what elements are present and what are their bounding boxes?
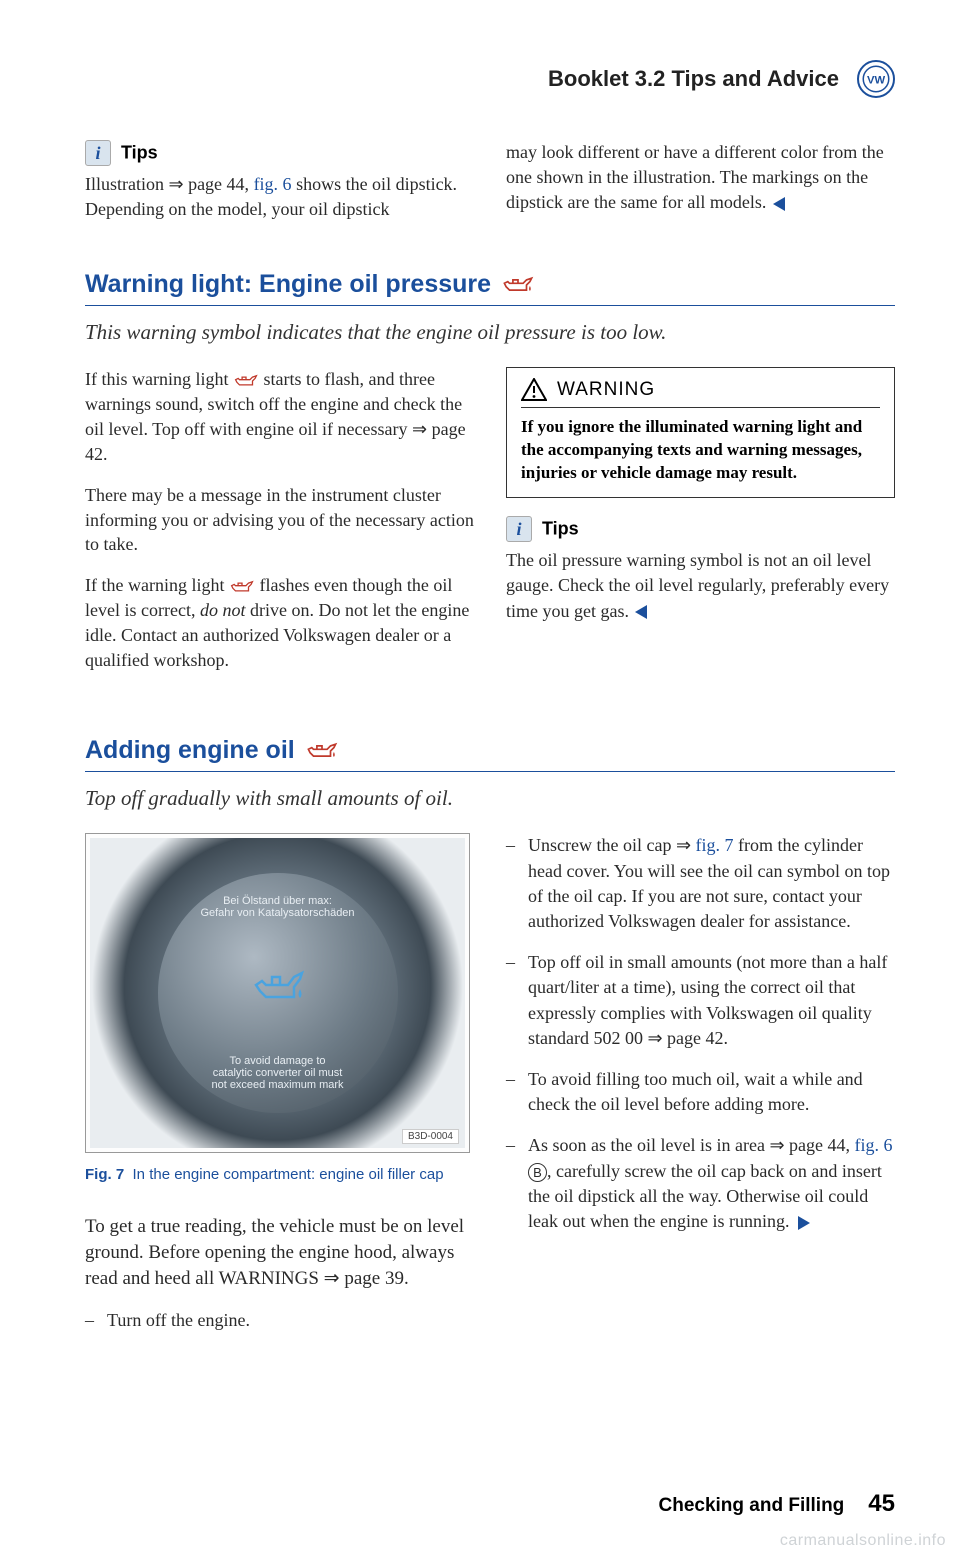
section1-subtitle: This warning symbol indicates that the e… — [85, 320, 895, 345]
figure-7-image: Bei Ölstand über max: Gefahr von Katalys… — [90, 838, 465, 1148]
svg-text:VW: VW — [867, 75, 886, 87]
section2-subtitle: Top off gradually with small amounts of … — [85, 786, 895, 811]
s2-r2: – Top off oil in small amounts (not more… — [506, 950, 895, 1051]
vw-logo-icon: VW — [857, 60, 895, 98]
section1-body: If this warning light starts to flash, a… — [85, 367, 895, 688]
booklet-title: Booklet 3.2 Tips and Advice — [548, 66, 839, 92]
s2-r4: – As soon as the oil level is in area ⇒ … — [506, 1133, 895, 1234]
s2-r3: – To avoid filling too much oil, wait a … — [506, 1067, 895, 1117]
warning-header: WARNING — [521, 378, 880, 408]
section-heading-adding-oil: Adding engine oil — [85, 736, 895, 772]
page-header: Booklet 3.2 Tips and Advice VW — [85, 60, 895, 98]
oil-can-icon — [250, 967, 306, 1007]
end-triangle-icon — [773, 197, 785, 211]
warning-title: WARNING — [557, 379, 655, 401]
fig6-link-2[interactable]: fig. 6 — [855, 1135, 893, 1155]
circled-b-icon: B — [528, 1163, 547, 1182]
tips-left-text: Illustration ⇒ page 44, fig. 6 shows the… — [85, 172, 474, 222]
s1-p2: There may be a message in the instrument… — [85, 483, 474, 557]
warning-box: WARNING If you ignore the illuminated wa… — [506, 367, 895, 498]
s1-p1: If this warning light starts to flash, a… — [85, 367, 474, 466]
oil-can-icon — [229, 579, 255, 595]
tips2-body: The oil pressure warning symbol is not a… — [506, 548, 895, 624]
s2-r1: – Unscrew the oil cap ⇒ fig. 7 from the … — [506, 833, 895, 934]
figure-7-caption: Fig. 7 In the engine compartment: engine… — [85, 1165, 470, 1185]
info-icon: i — [85, 140, 111, 166]
section-heading-warning-light: Warning light: Engine oil pressure — [85, 270, 895, 306]
tips-label: Tips — [542, 519, 579, 539]
tips-heading-row: i Tips — [85, 140, 474, 166]
tips-heading-row-2: i Tips — [506, 516, 895, 542]
tips-block-top: i Tips Illustration ⇒ page 44, fig. 6 sh… — [85, 140, 895, 222]
s2-left-p1: To get a true reading, the vehicle must … — [85, 1214, 474, 1293]
s2-left-bullet1: – Turn off the engine. — [85, 1308, 474, 1333]
footer-section-name: Checking and Filling — [659, 1495, 845, 1517]
oil-can-icon — [501, 274, 535, 296]
watermark-text: carmanualsonline.info — [780, 1532, 946, 1550]
cap-text-bottom: To avoid damage to catalytic converter o… — [211, 1055, 343, 1091]
footer-page-number: 45 — [868, 1490, 895, 1518]
fig7-link[interactable]: fig. 7 — [696, 835, 734, 855]
warning-body: If you ignore the illuminated warning li… — [521, 416, 880, 485]
oil-cap-graphic: Bei Ölstand über max: Gefahr von Katalys… — [158, 873, 398, 1113]
oil-can-icon — [305, 740, 339, 762]
fig6-link[interactable]: fig. 6 — [254, 174, 292, 194]
s1-p3: If the warning light flashes even though… — [85, 573, 474, 672]
info-icon: i — [506, 516, 532, 542]
cap-text-top: Bei Ölstand über max: Gefahr von Katalys… — [200, 895, 354, 919]
figure-code: B3D-0004 — [402, 1129, 459, 1144]
section2-body: Bei Ölstand über max: Gefahr von Katalys… — [85, 833, 895, 1349]
tips-right-text: may look different or have a different c… — [506, 140, 895, 216]
end-triangle-icon — [635, 605, 647, 619]
oil-can-icon — [233, 373, 259, 389]
tips-label: Tips — [121, 143, 158, 163]
page-footer: Checking and Filling 45 — [85, 1490, 895, 1518]
manual-page: Booklet 3.2 Tips and Advice VW i Tips Il… — [0, 0, 960, 1558]
warning-triangle-icon — [521, 378, 547, 401]
continue-triangle-icon — [798, 1216, 810, 1230]
figure-7: Bei Ölstand über max: Gefahr von Katalys… — [85, 833, 470, 1153]
